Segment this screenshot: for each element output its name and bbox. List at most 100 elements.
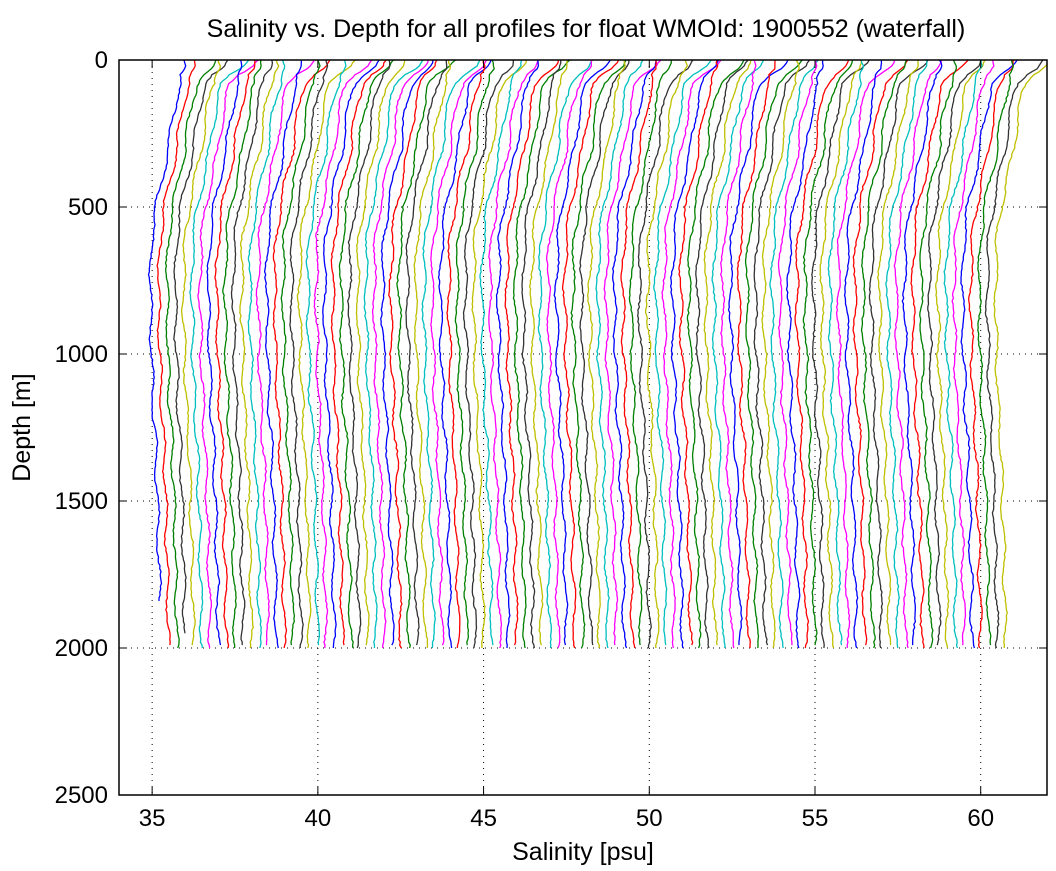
y-tick-label: 500 (68, 194, 108, 221)
x-tick-label: 50 (636, 805, 663, 832)
profile-line (727, 60, 789, 646)
profile-line (495, 60, 540, 649)
profile-line (180, 60, 221, 646)
profile-line (521, 60, 562, 649)
axes-box (118, 59, 1048, 796)
profile-line (919, 60, 957, 649)
profile-line (777, 60, 818, 646)
profile-line (644, 60, 689, 649)
profile-line (570, 60, 627, 649)
profile-line (927, 60, 982, 646)
ticks: 35 40 45 50 55 60 0 500 1000 1500 2000 2500 (55, 47, 1047, 832)
profile-line (669, 60, 720, 649)
profile-line (479, 60, 523, 646)
profile-line (827, 60, 865, 646)
profile-line (230, 60, 274, 646)
profile-line (214, 60, 256, 649)
profile-line (703, 60, 752, 646)
profile-line (156, 60, 196, 646)
profile-line (355, 60, 406, 646)
x-axis-label: Salinity [psu] (512, 838, 654, 866)
profile-line (893, 60, 943, 649)
profile-lines (147, 60, 1047, 649)
profile-line (852, 60, 909, 646)
y-axis-label: Depth [m] (8, 373, 36, 481)
y-tick-label: 1500 (55, 488, 108, 515)
profile-line (413, 60, 451, 649)
profile-line (711, 60, 765, 649)
profile-line (164, 60, 217, 649)
profile-line (537, 60, 593, 649)
chart-title: Salinity vs. Depth for all profiles for … (207, 15, 966, 43)
profile-line (504, 60, 560, 646)
profile-line (695, 60, 749, 649)
profile-line (553, 60, 611, 646)
profile-line (280, 60, 321, 646)
profile-line (147, 60, 187, 601)
profile-line (330, 60, 387, 646)
profile-line (686, 60, 745, 649)
profile-line (811, 60, 870, 649)
profile-line (678, 60, 719, 646)
profile-line (396, 60, 456, 649)
y-tick-label: 2000 (55, 635, 108, 662)
profile-line (603, 60, 662, 646)
profile-line (363, 60, 424, 649)
profile-line (454, 60, 495, 646)
profile-line (901, 60, 943, 646)
profile-line (528, 60, 568, 646)
profile-line (272, 60, 331, 649)
profile-line (620, 60, 657, 649)
profile-line (769, 60, 819, 649)
profile-line (247, 60, 286, 649)
y-tick-label: 0 (95, 47, 108, 74)
profile-line (263, 60, 302, 649)
profile-line (380, 60, 434, 646)
profile-line (388, 60, 438, 649)
profile-line (736, 60, 776, 648)
profile-line (206, 60, 243, 646)
profile-line (977, 60, 1015, 646)
profile-line (661, 60, 722, 649)
profile-line (794, 60, 850, 649)
profile-line (173, 60, 229, 634)
profile-line (785, 60, 824, 649)
x-tick-label: 60 (967, 805, 994, 832)
profile-line (819, 60, 862, 649)
profile-line (637, 60, 694, 649)
profile-line (744, 60, 803, 649)
profile-line (189, 60, 250, 649)
x-tick-label: 40 (305, 805, 332, 832)
profile-line (612, 60, 658, 649)
profile-line (313, 60, 373, 649)
profile-line (960, 60, 1018, 649)
profile-line (561, 60, 620, 649)
profile-line (885, 60, 928, 649)
profile-line (437, 60, 492, 649)
profile-line (322, 60, 380, 649)
profile-line (488, 60, 539, 649)
profile-line (471, 60, 528, 648)
profile-line (628, 60, 672, 646)
profile-line (802, 60, 854, 646)
profile-line (943, 60, 983, 649)
profile-line (984, 60, 1044, 649)
profile-line (860, 60, 908, 649)
profile-line (951, 60, 995, 646)
profile-line (239, 60, 280, 649)
profile-line (347, 60, 391, 649)
profile-line (462, 60, 515, 649)
profile-line (421, 60, 481, 649)
profile-line (430, 60, 488, 646)
profile-line (305, 60, 347, 646)
profile-line (653, 60, 712, 646)
profile-line (338, 60, 394, 649)
profile-line (296, 60, 356, 649)
profile-line (720, 60, 757, 649)
profile-line (993, 62, 1047, 649)
grid (119, 60, 1047, 795)
profile-line (222, 60, 262, 649)
profile-line (910, 60, 969, 649)
profile-line (579, 60, 630, 646)
